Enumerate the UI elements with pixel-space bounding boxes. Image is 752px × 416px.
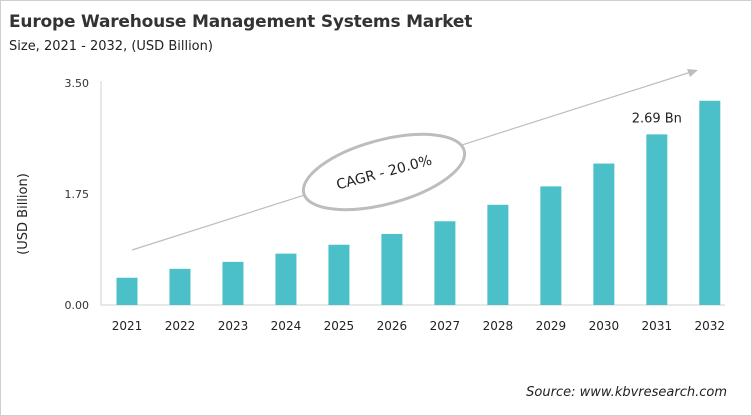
x-tick-label: 2026 bbox=[377, 319, 408, 333]
data-label: 2.69 Bn bbox=[632, 111, 682, 126]
x-tick-label: 2028 bbox=[483, 319, 514, 333]
x-tick-label: 2025 bbox=[324, 319, 355, 333]
y-tick-label: 3.50 bbox=[65, 77, 90, 90]
bar-2027 bbox=[434, 221, 456, 305]
bar-2028 bbox=[487, 204, 509, 305]
bar-2024 bbox=[275, 253, 297, 305]
chart-subtitle: Size, 2021 - 2032, (USD Billion) bbox=[9, 39, 213, 54]
bar-2029 bbox=[540, 186, 562, 305]
cagr-ellipse bbox=[301, 132, 467, 212]
trend-arrow-head bbox=[687, 69, 698, 77]
y-tick-label: 0.00 bbox=[65, 299, 90, 312]
y-tick-label: 1.75 bbox=[65, 188, 90, 201]
bar-2021 bbox=[116, 277, 138, 305]
x-tick-label: 2021 bbox=[112, 319, 143, 333]
x-tick-label: 2027 bbox=[430, 319, 461, 333]
bar-2032 bbox=[699, 100, 721, 305]
bar-2026 bbox=[381, 233, 403, 305]
x-tick-label: 2029 bbox=[536, 319, 567, 333]
x-tick-label: 2022 bbox=[165, 319, 196, 333]
bar-2023 bbox=[222, 261, 244, 305]
x-tick-label: 2023 bbox=[218, 319, 249, 333]
x-tick-label: 2032 bbox=[695, 319, 726, 333]
bar-2022 bbox=[169, 268, 191, 305]
bar-2031 bbox=[646, 134, 668, 305]
x-tick-label: 2031 bbox=[642, 319, 673, 333]
x-tick-label: 2030 bbox=[589, 319, 620, 333]
y-axis-label: (USD Billion) bbox=[16, 173, 31, 255]
source-note: Source: www.kbvresearch.com bbox=[526, 385, 727, 400]
bar-2025 bbox=[328, 244, 350, 305]
bar-2030 bbox=[593, 163, 615, 305]
chart-title: Europe Warehouse Management Systems Mark… bbox=[9, 12, 473, 32]
x-tick-label: 2024 bbox=[271, 319, 302, 333]
